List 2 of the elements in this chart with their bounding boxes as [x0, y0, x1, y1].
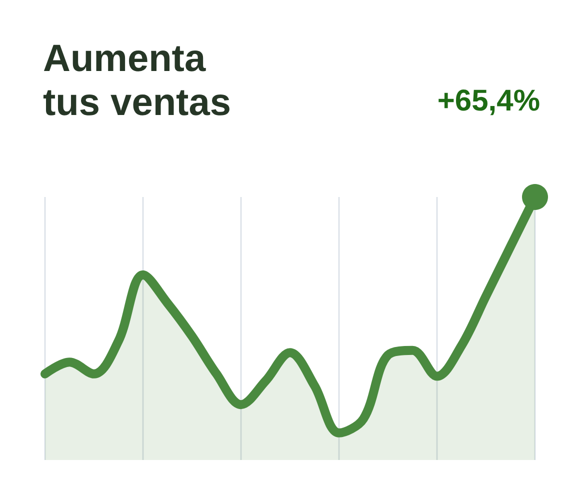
text: +65,4%: [437, 84, 540, 118]
chart-title: Aumenta tus ventas: [43, 38, 231, 124]
